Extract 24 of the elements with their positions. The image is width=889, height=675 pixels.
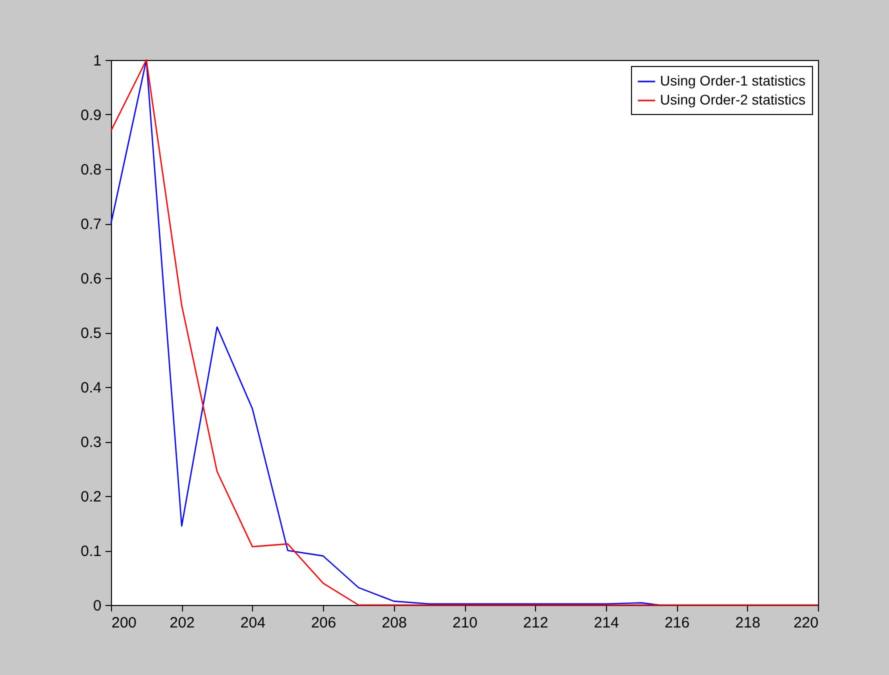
x-tick-label: 200 — [112, 614, 137, 632]
y-tick-label: 0.3 — [80, 434, 102, 451]
legend-label: Using Order-1 statistics — [660, 72, 806, 88]
y-tick-label: 0 — [93, 598, 102, 614]
x-tick-label: 206 — [311, 614, 336, 632]
x-tick-label: 212 — [523, 614, 548, 632]
x-tick-label: 218 — [735, 614, 760, 632]
y-tick-label: 0.9 — [80, 107, 102, 124]
y-tick-label: 0.1 — [80, 543, 102, 560]
x-tick-label: 216 — [664, 614, 690, 632]
y-tick-label: 1 — [93, 52, 102, 70]
x-tick-label: 210 — [452, 614, 478, 632]
y-tick-label: 0.4 — [80, 380, 102, 396]
x-tick-label: 204 — [240, 614, 266, 632]
x-tick-label: 202 — [170, 614, 195, 632]
y-tick-label: 0.6 — [80, 270, 102, 288]
legend-label: Using Order-2 statistics — [660, 92, 806, 108]
y-tick-label: 0.5 — [80, 325, 102, 342]
y-tick-label: 0.8 — [80, 162, 102, 178]
x-tick-label: 214 — [594, 614, 619, 632]
y-tick-label: 0.2 — [80, 488, 102, 506]
x-tick-label: 220 — [793, 614, 818, 632]
x-tick-label: 208 — [382, 614, 407, 632]
y-tick-label: 0.7 — [80, 216, 102, 233]
